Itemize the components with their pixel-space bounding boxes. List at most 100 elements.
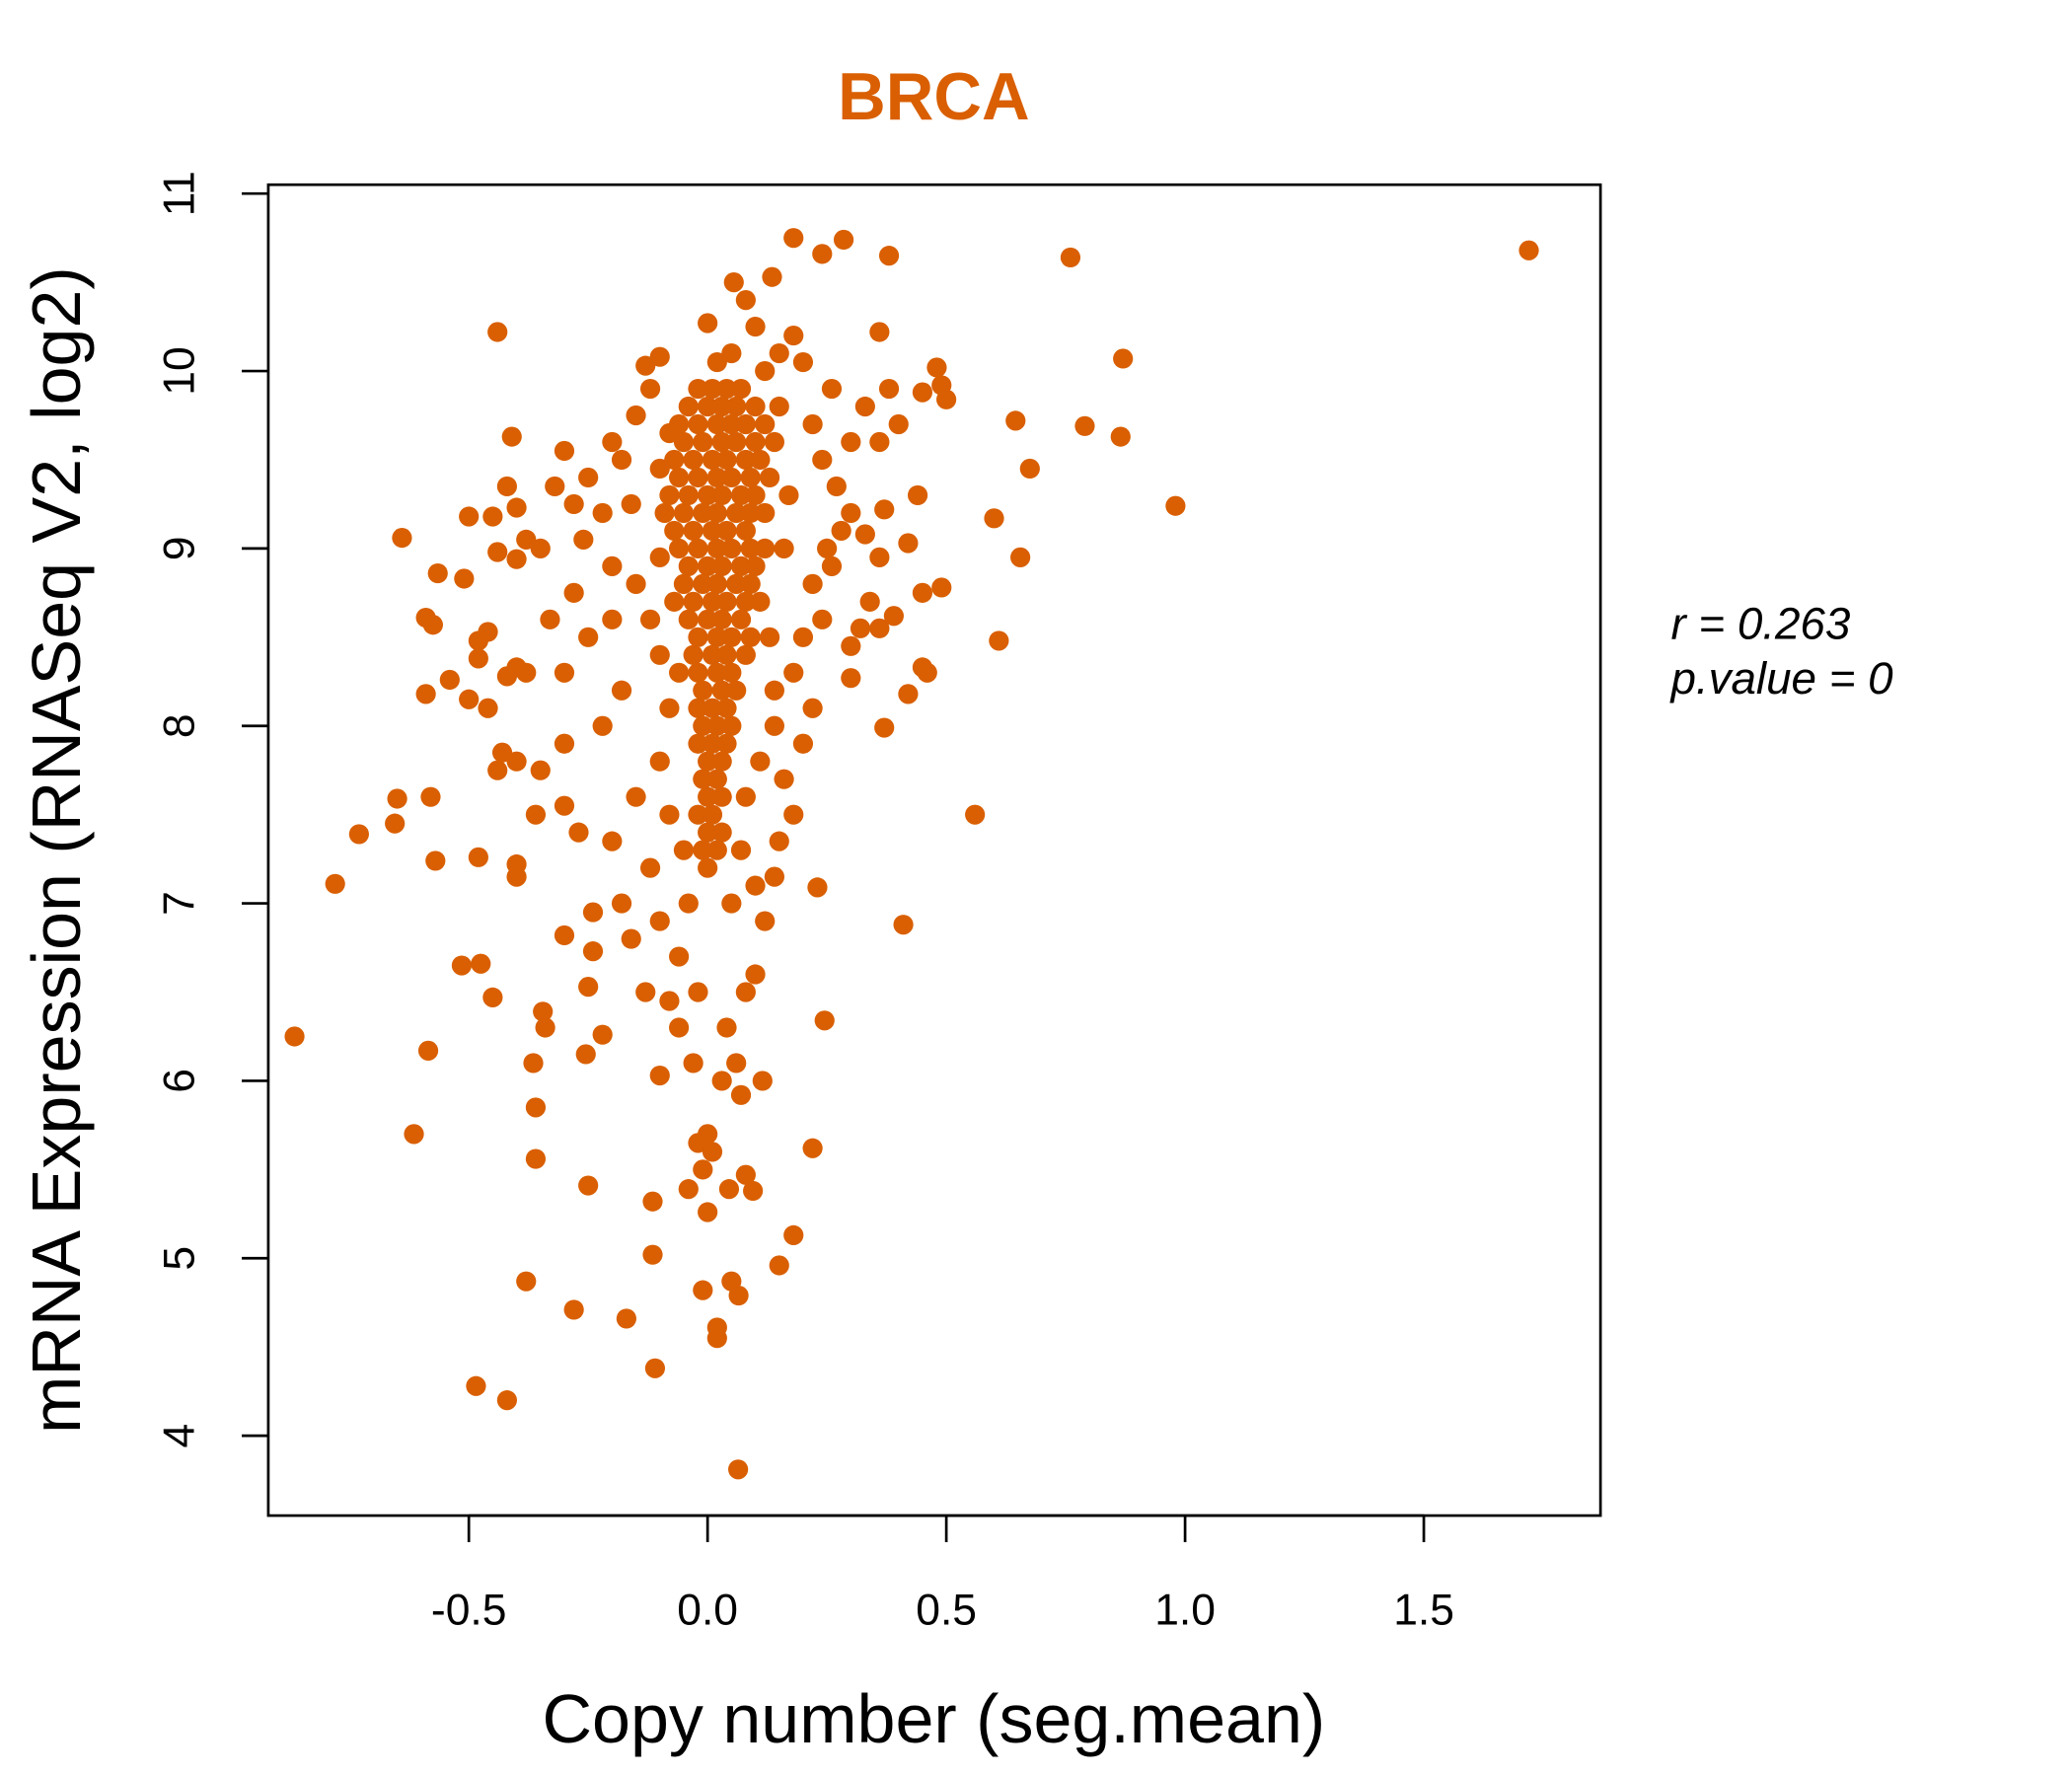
- data-point: [759, 467, 780, 488]
- x-tick-label: -0.5: [431, 1586, 507, 1634]
- pvalue-annotation: p.value = 0: [1668, 653, 1893, 703]
- data-point: [735, 413, 756, 435]
- data-point: [451, 955, 473, 976]
- data-point: [626, 405, 646, 426]
- data-point: [478, 698, 498, 718]
- data-point: [669, 538, 690, 558]
- data-point: [688, 467, 708, 488]
- data-point: [841, 635, 861, 656]
- data-point: [716, 644, 737, 665]
- data-point: [721, 662, 742, 683]
- data-point: [678, 484, 699, 506]
- data-point: [673, 502, 695, 524]
- data-point: [755, 911, 776, 931]
- data-point: [721, 627, 742, 647]
- data-point: [893, 915, 914, 935]
- data-point: [635, 355, 656, 376]
- data-point: [735, 520, 756, 542]
- data-point: [841, 668, 861, 689]
- data-point: [716, 1017, 737, 1038]
- data-point: [965, 804, 986, 825]
- data-point: [659, 698, 680, 718]
- data-point: [698, 822, 718, 843]
- data-point: [592, 715, 613, 736]
- data-point: [659, 422, 680, 444]
- data-point: [702, 644, 723, 665]
- data-point: [989, 630, 1009, 651]
- data-point: [764, 680, 784, 701]
- data-point: [792, 627, 814, 647]
- data-point: [482, 506, 503, 527]
- data-point: [826, 476, 847, 497]
- data-point: [1005, 410, 1026, 431]
- data-point: [711, 609, 732, 629]
- data-point: [716, 591, 737, 612]
- data-point: [621, 928, 641, 949]
- data-point: [718, 1179, 740, 1200]
- data-point: [693, 715, 713, 736]
- data-point: [831, 520, 851, 542]
- data-point: [644, 1358, 666, 1378]
- data-point: [540, 609, 560, 629]
- data-point: [898, 533, 919, 554]
- data-point: [1110, 426, 1131, 447]
- data-point: [683, 591, 703, 612]
- data-point: [984, 508, 1004, 529]
- data-point: [673, 840, 695, 860]
- data-point: [854, 396, 875, 417]
- data-point: [711, 786, 732, 807]
- data-point: [284, 1026, 305, 1047]
- data-point: [769, 342, 789, 364]
- data-point: [659, 804, 680, 825]
- data-point: [554, 795, 575, 816]
- data-point: [711, 822, 732, 843]
- data-point: [578, 1175, 599, 1196]
- data-point: [693, 431, 713, 453]
- data-point: [706, 351, 727, 373]
- data-point: [545, 476, 565, 497]
- data-point: [711, 484, 732, 506]
- data-point: [745, 875, 766, 896]
- data-point: [422, 615, 443, 635]
- data-point: [602, 609, 623, 629]
- data-points: [284, 228, 1539, 1480]
- data-point: [525, 804, 547, 825]
- data-point: [439, 669, 460, 691]
- data-point: [568, 822, 589, 843]
- data-point: [702, 378, 723, 400]
- data-point: [525, 1148, 547, 1169]
- data-point: [735, 644, 756, 665]
- data-point: [516, 529, 537, 550]
- data-point: [721, 467, 742, 488]
- data-point: [917, 662, 937, 683]
- data-point: [688, 413, 708, 435]
- data-point: [496, 666, 517, 687]
- data-point: [702, 733, 723, 754]
- data-point: [468, 630, 488, 651]
- data-point: [716, 733, 737, 754]
- data-point: [501, 426, 522, 447]
- data-point: [726, 396, 747, 417]
- data-point: [688, 733, 708, 754]
- data-point: [711, 396, 732, 417]
- data-point: [745, 484, 766, 506]
- data-point: [814, 1010, 835, 1031]
- data-point: [802, 1138, 823, 1158]
- data-point: [525, 1097, 547, 1118]
- data-point: [1113, 348, 1134, 369]
- data-point: [702, 449, 723, 471]
- data-point: [878, 246, 900, 266]
- data-point: [698, 751, 718, 772]
- data-point: [404, 1124, 424, 1145]
- data-point: [693, 573, 713, 594]
- data-point: [716, 378, 737, 400]
- data-point: [745, 316, 766, 337]
- data-point: [573, 529, 594, 550]
- data-point: [883, 606, 904, 627]
- data-point: [802, 698, 823, 718]
- y-axis-label: mRNA Expression (RNASeq V2, log2): [18, 266, 95, 1434]
- data-point: [698, 484, 718, 506]
- data-point: [611, 449, 632, 471]
- data-point: [673, 573, 695, 594]
- y-tick-label: 6: [156, 1069, 204, 1093]
